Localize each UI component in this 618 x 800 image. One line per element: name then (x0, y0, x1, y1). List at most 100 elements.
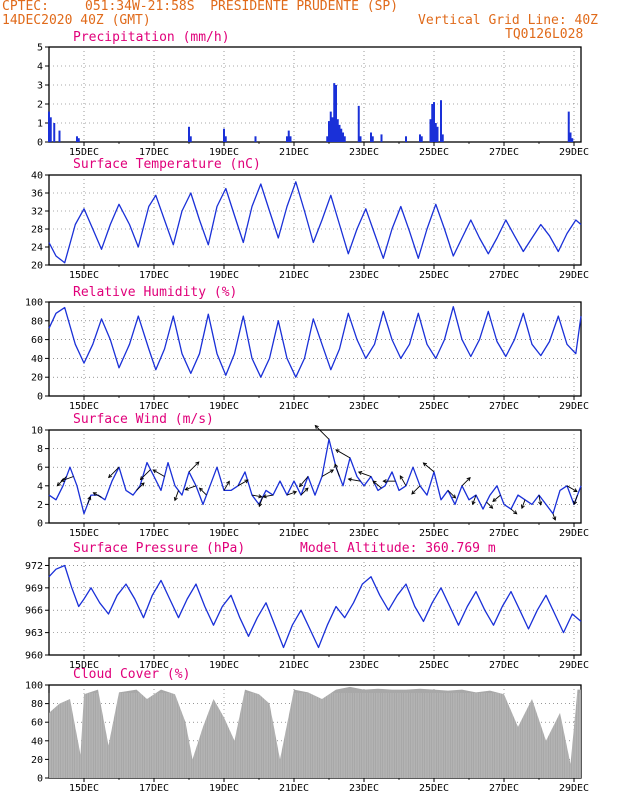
wind-vector-head (298, 482, 304, 488)
wind-vector-shaft (492, 494, 501, 502)
rh-xtick-label: 27DEC (489, 401, 519, 412)
wind-vector-head (195, 461, 200, 466)
precip-bar (420, 136, 423, 142)
precip-bar (48, 111, 50, 142)
cloud-xtick-label: 27DEC (489, 783, 519, 794)
wind-xtick-label: 23DEC (349, 528, 379, 539)
wind-xtick-label: 17DEC (139, 528, 169, 539)
wind-vector-shaft (87, 496, 91, 505)
wind-vector-shaft (199, 487, 207, 496)
wind-vector (136, 482, 145, 491)
pressure-subtitle: Model Altitude: 360.769 m (300, 541, 496, 556)
wind-vector (321, 469, 335, 477)
precip-bar (371, 136, 374, 142)
cloud-xtick-label: 23DEC (349, 783, 379, 794)
wind-vector (447, 490, 457, 499)
precip-bar (331, 117, 334, 142)
wind-vector-shaft (510, 508, 517, 515)
pressure-title: Surface Pressure (hPa) (73, 541, 245, 556)
wind-vector (461, 477, 471, 487)
wind-vector (573, 494, 578, 506)
wind-vector-shaft (486, 501, 493, 509)
wind-vector-shaft (335, 449, 351, 459)
wind-vector-shaft (411, 485, 421, 495)
wind-vector-head (258, 494, 263, 499)
pressure-line (48, 564, 582, 649)
wind-vector-shaft (263, 494, 274, 498)
temp-xtick-label: 23DEC (349, 270, 379, 281)
cloud-panel: 0 20 40 60 80 100 15DEC 17DEC 19DEC 21DEC 23DEC 25D… (25, 667, 589, 794)
wind-vector (347, 477, 361, 482)
wind-vector-head (538, 501, 543, 506)
wind-vector-head (226, 480, 230, 485)
wind-vector-head (198, 487, 204, 492)
wind-vector-shaft (334, 464, 340, 477)
wind-vector-head (573, 500, 578, 506)
wind-vector-shaft (61, 476, 74, 482)
precip-bar (77, 138, 80, 142)
wind-vector-shaft (237, 479, 249, 487)
temp-ytick-label: 28 (31, 225, 43, 236)
wind-ytick-label: 0 (37, 519, 43, 530)
pressure-ytick-label: 972 (25, 561, 43, 572)
wind-vector-shaft (286, 491, 297, 496)
temp-line (48, 181, 582, 264)
wind-vector-head (108, 474, 113, 479)
wind-vector-shaft (423, 462, 435, 473)
pressure-ytick-label: 966 (25, 606, 43, 617)
wind-vector (471, 494, 477, 506)
wind-vector-shaft (108, 466, 120, 478)
wind-vector (538, 495, 543, 506)
wind-vector-head (372, 480, 377, 485)
precip-bar (289, 136, 292, 142)
wind-vector-shaft (174, 490, 179, 501)
pressure-ytick-label: 963 (25, 628, 43, 639)
rh-ytick-label: 0 (37, 392, 43, 403)
wind-vector (411, 485, 421, 495)
wind-vector-head (262, 494, 267, 499)
wind-vector-head (258, 502, 263, 508)
wind-vector (335, 449, 351, 459)
precip-ytick-label: 1 (37, 119, 43, 130)
wind-vector-shaft (185, 485, 197, 491)
precip-bar (189, 136, 192, 142)
wind-vector (510, 508, 518, 515)
pressure-ytick-label: 969 (25, 583, 43, 594)
wind-vector (334, 463, 340, 477)
wind-vector-shaft (300, 487, 309, 496)
precip-bar (441, 134, 444, 142)
precip-ytick-label: 2 (37, 100, 43, 111)
rh-xtick-label: 17DEC (139, 401, 169, 412)
temp-xtick-label: 19DEC (209, 270, 239, 281)
wind-vector (184, 485, 197, 491)
pressure-xtick-label: 21DEC (279, 660, 309, 671)
precip-xtick-label: 27DEC (489, 147, 519, 158)
wind-vector (382, 479, 396, 484)
wind-vector-head (56, 482, 61, 487)
precip-bar (569, 132, 572, 142)
wind-vector (262, 494, 274, 499)
wind-vector (357, 471, 372, 477)
cloud-ytick-label: 60 (31, 718, 43, 729)
wind-line (48, 438, 582, 515)
wind-vector (286, 490, 298, 496)
precip-bar (49, 117, 52, 142)
wind-vector-shaft (521, 499, 526, 509)
precip-bar (338, 124, 341, 142)
precip-title: Precipitation (mm/h) (73, 30, 230, 45)
wind-vector (108, 466, 120, 479)
precip-bar (571, 138, 574, 142)
wind-vector-head (492, 497, 497, 503)
precip-ytick-label: 5 (37, 43, 43, 54)
precip-bar (405, 136, 407, 142)
precip-bar (335, 85, 337, 142)
wind-ytick-label: 8 (37, 444, 43, 455)
wind-vector (92, 492, 102, 498)
wind-vector-head (139, 476, 144, 481)
rh-ytick-label: 40 (31, 354, 43, 365)
pressure-xtick-label: 27DEC (489, 660, 519, 671)
wind-vector-head (87, 495, 92, 501)
wind-vector-head (357, 471, 363, 475)
cloud-ytick-label: 20 (31, 755, 43, 766)
